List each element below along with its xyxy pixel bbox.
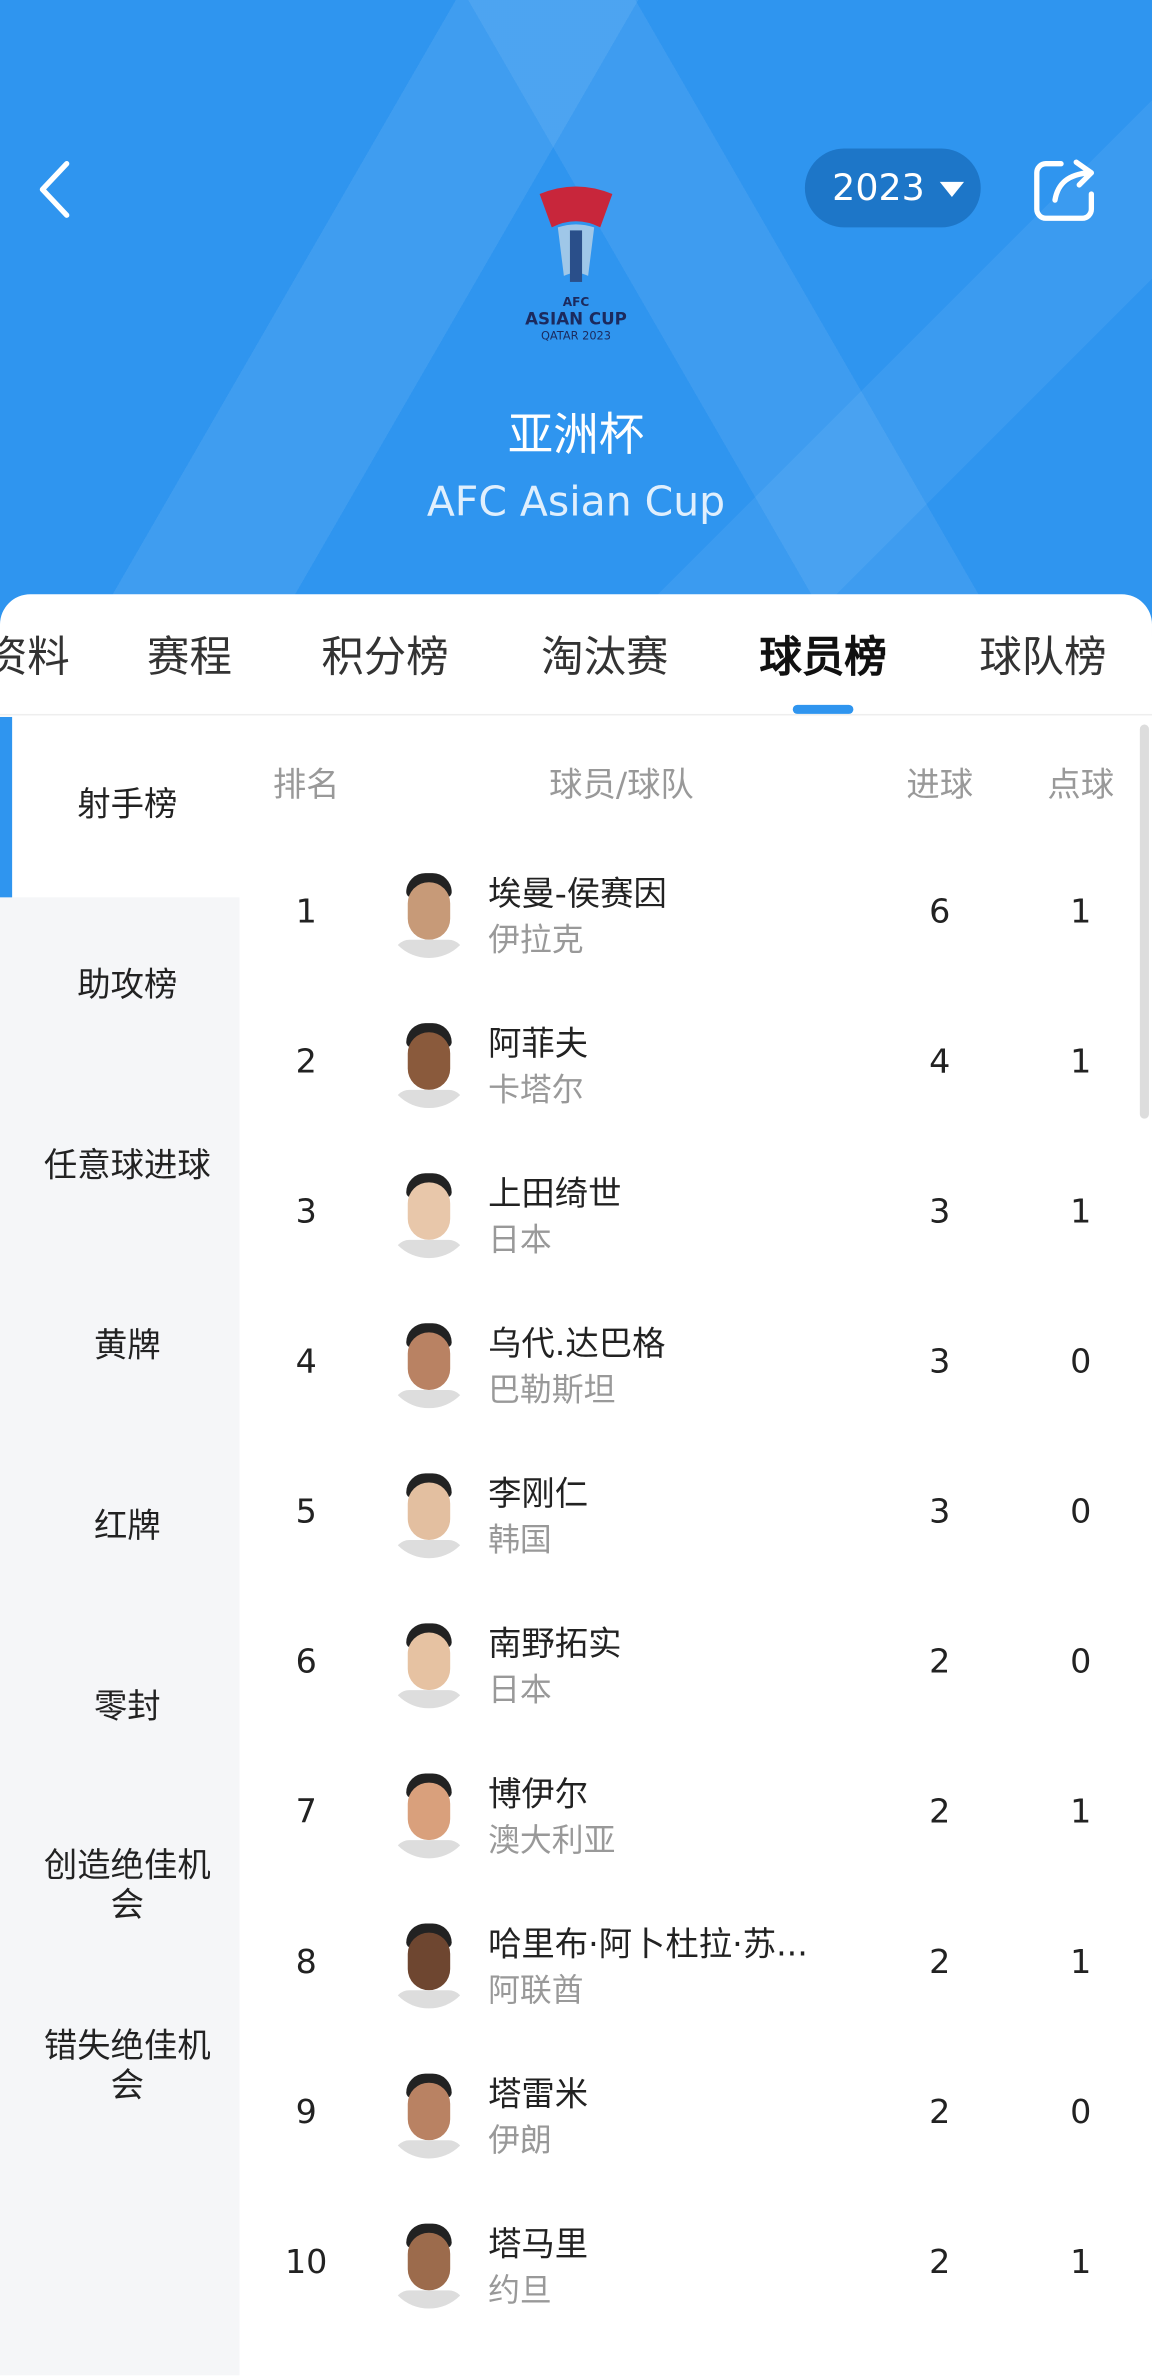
penalties: 1 xyxy=(1070,1043,1092,1082)
sidebar xyxy=(0,716,240,2376)
sidebar-item[interactable]: 错失绝佳机会 xyxy=(43,2028,211,2106)
player-name[interactable]: 阿菲夫 xyxy=(488,1026,589,1065)
player-name[interactable]: 南野拓实 xyxy=(488,1626,622,1665)
avatar xyxy=(385,2067,473,2159)
goals: 3 xyxy=(929,1193,951,1232)
rank: 1 xyxy=(295,893,317,932)
year-text: 2023 xyxy=(832,166,925,210)
goals: 3 xyxy=(929,1493,951,1532)
avatar xyxy=(385,1917,473,2009)
goals: 6 xyxy=(929,893,951,932)
goals: 4 xyxy=(929,1043,951,1082)
team-name: 日本 xyxy=(488,1221,552,1259)
penalties: 0 xyxy=(1070,2094,1092,2132)
sidebar-marker xyxy=(0,716,13,898)
title: 亚洲杯 xyxy=(507,409,645,463)
team-name: 伊朗 xyxy=(488,2122,552,2159)
goals: 2 xyxy=(929,1943,951,1982)
goals: 2 xyxy=(929,2094,951,2132)
avatar xyxy=(385,1017,473,1109)
sidebar-item[interactable]: 创造绝佳机会 xyxy=(43,1848,211,1926)
sidebar-item[interactable]: 射手榜 xyxy=(77,786,178,825)
team-name: 澳大利亚 xyxy=(488,1821,616,1859)
logo-text: QATAR 2023 xyxy=(541,329,611,343)
avatar xyxy=(385,1617,473,1709)
avatar xyxy=(385,867,473,958)
sidebar-item[interactable]: 黄牌 xyxy=(93,1327,161,1366)
column-header: 点球 xyxy=(1047,766,1115,805)
goals: 2 xyxy=(929,2244,951,2283)
column-header: 排名 xyxy=(272,766,340,805)
divider xyxy=(0,713,1152,716)
goals: 2 xyxy=(929,1793,951,1832)
player-name[interactable]: 哈里布·阿卜杜拉·苏... xyxy=(488,1926,808,1965)
scrollbar xyxy=(1139,724,1149,1119)
goals: 3 xyxy=(929,1343,951,1382)
tab[interactable]: 淘汰赛 xyxy=(541,632,669,683)
team-name: 日本 xyxy=(488,1671,552,1709)
rank: 3 xyxy=(295,1193,317,1232)
column-header: 进球 xyxy=(906,766,974,805)
sidebar-item[interactable]: 零封 xyxy=(93,1687,161,1726)
penalties: 0 xyxy=(1070,1343,1092,1382)
tab[interactable]: 赛程 xyxy=(147,632,232,683)
penalties: 1 xyxy=(1070,1793,1092,1832)
logo-text: ASIAN CUP xyxy=(525,309,627,328)
logo: AFC ASIAN CUP QATAR 2023 xyxy=(525,186,627,343)
sidebar-item[interactable]: 助攻榜 xyxy=(77,966,178,1005)
sidebar-active xyxy=(0,716,240,898)
tab[interactable]: 资料 xyxy=(0,632,70,683)
subtitle: AFC Asian Cup xyxy=(426,478,726,526)
rank: 2 xyxy=(295,1043,317,1082)
rank: 4 xyxy=(295,1343,317,1382)
team-name: 伊拉克 xyxy=(488,921,584,958)
player-name[interactable]: 塔马里 xyxy=(488,2226,589,2265)
back-button[interactable] xyxy=(30,152,91,228)
team-name: 巴勒斯坦 xyxy=(488,1371,616,1409)
avatar xyxy=(385,1167,473,1259)
header xyxy=(0,0,1152,637)
player-name[interactable]: 上田绮世 xyxy=(488,1176,622,1215)
tab[interactable]: 积分榜 xyxy=(321,632,449,683)
goals: 2 xyxy=(929,1643,951,1682)
penalties: 1 xyxy=(1070,893,1092,932)
share-button[interactable] xyxy=(1031,155,1104,225)
rank: 10 xyxy=(284,2244,328,2283)
player-name[interactable]: 博伊尔 xyxy=(488,1776,589,1815)
team-name: 阿联酋 xyxy=(488,1972,584,2009)
year-selector[interactable]: 2023 xyxy=(804,148,981,228)
team-name: 约旦 xyxy=(488,2272,552,2309)
rank: 7 xyxy=(295,1793,317,1832)
team-name: 卡塔尔 xyxy=(488,1071,584,1109)
tab[interactable]: 球队榜 xyxy=(979,632,1107,683)
penalties: 1 xyxy=(1070,1943,1092,1982)
team-name: 韩国 xyxy=(488,1521,552,1559)
player-name[interactable]: 塔雷米 xyxy=(488,2076,589,2115)
penalties: 0 xyxy=(1070,1643,1092,1682)
sidebar-item[interactable]: 任意球进球 xyxy=(43,1147,211,1186)
rank: 9 xyxy=(295,2094,317,2132)
sidebar-item[interactable]: 红牌 xyxy=(93,1507,161,1546)
player-name[interactable]: 埃曼-侯赛因 xyxy=(488,876,667,915)
logo-text: AFC xyxy=(563,295,590,309)
avatar xyxy=(385,2217,473,2309)
penalties: 1 xyxy=(1070,2244,1092,2283)
player-name[interactable]: 乌代.达巴格 xyxy=(488,1326,666,1365)
dropdown-arrow xyxy=(939,181,965,198)
penalties: 1 xyxy=(1070,1193,1092,1232)
rank: 8 xyxy=(295,1943,317,1982)
avatar xyxy=(385,1767,473,1859)
penalties: 0 xyxy=(1070,1493,1092,1532)
tab-indicator xyxy=(792,704,854,714)
rank: 6 xyxy=(295,1643,317,1682)
player-name[interactable]: 李刚仁 xyxy=(488,1476,589,1515)
tab[interactable]: 球员榜 xyxy=(759,632,887,683)
column-header: 球员/球队 xyxy=(549,766,694,805)
rank: 5 xyxy=(295,1493,317,1532)
avatar xyxy=(385,1317,473,1409)
avatar xyxy=(385,1467,473,1559)
